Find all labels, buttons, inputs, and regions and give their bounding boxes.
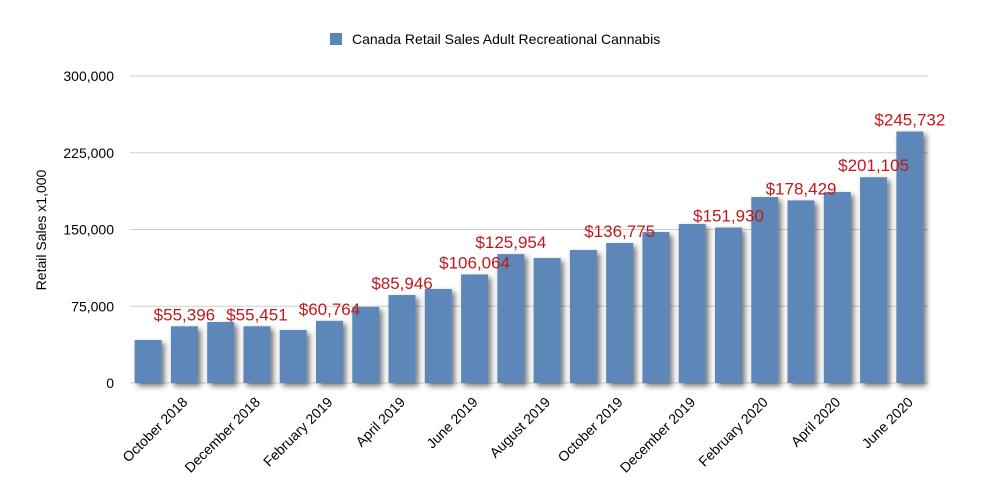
y-tick-label: 225,000	[63, 145, 114, 161]
value-label: $106,064	[439, 253, 510, 272]
value-label: $201,105	[838, 156, 909, 175]
y-tick-label: 75,000	[71, 298, 114, 314]
bar	[461, 274, 489, 383]
y-tick-label: 150,000	[63, 222, 114, 238]
legend-swatch	[330, 33, 342, 45]
bar	[606, 243, 634, 383]
bar	[279, 329, 307, 383]
bar	[533, 258, 561, 383]
bar	[678, 223, 706, 383]
legend-label: Canada Retail Sales Adult Recreational C…	[352, 31, 660, 47]
bar	[352, 306, 380, 383]
x-tick-label: October 2018	[119, 394, 190, 465]
x-tick-label: December 2018	[181, 394, 263, 476]
bar	[823, 192, 851, 383]
value-label: $125,954	[475, 233, 546, 252]
x-tick-label: June 2019	[423, 394, 481, 452]
value-label: $178,429	[766, 179, 837, 198]
value-label: $245,732	[874, 111, 945, 130]
y-tick-label: 300,000	[63, 68, 114, 84]
bar	[424, 288, 452, 383]
bar	[642, 232, 670, 383]
bar	[316, 320, 343, 383]
x-tick-label: February 2020	[695, 394, 771, 470]
bar	[388, 295, 416, 383]
bar	[569, 249, 597, 383]
bar	[243, 326, 271, 383]
bar	[787, 200, 815, 383]
value-label: $55,451	[226, 305, 287, 324]
bar	[896, 131, 924, 383]
bar	[497, 254, 525, 383]
x-tick-label: August 2019	[486, 394, 553, 461]
y-axis-title: Retail Sales x1,000	[33, 169, 49, 290]
x-tick-label: February 2019	[260, 394, 336, 470]
value-label: $60,764	[299, 300, 360, 319]
bar	[134, 340, 162, 383]
bar	[170, 326, 198, 383]
value-label: $55,396	[154, 305, 215, 324]
bar	[715, 227, 742, 383]
bar	[751, 197, 779, 383]
value-label: $136,775	[584, 222, 655, 241]
x-tick-label: June 2020	[858, 394, 916, 452]
value-label: $151,930	[693, 207, 764, 226]
y-tick-label: 0	[106, 375, 114, 391]
bar	[207, 322, 235, 383]
x-tick-label: December 2019	[617, 394, 699, 476]
bar	[860, 177, 888, 383]
value-label: $85,946	[371, 274, 432, 293]
x-tick-label: October 2019	[554, 394, 625, 465]
x-tick-label: April 2020	[788, 394, 844, 450]
x-tick-label: April 2019	[352, 394, 408, 450]
